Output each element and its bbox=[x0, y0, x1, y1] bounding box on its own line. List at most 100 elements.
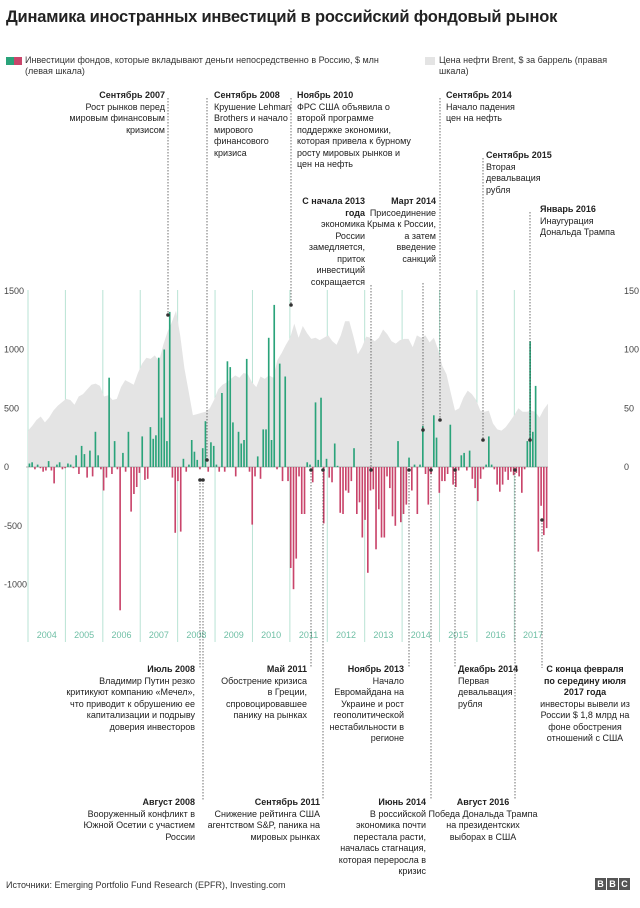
investment-bar bbox=[91, 467, 94, 477]
investment-bar bbox=[58, 462, 61, 467]
annotation-dot bbox=[205, 458, 209, 462]
annotation-dot bbox=[421, 428, 425, 432]
investment-bar bbox=[521, 467, 523, 493]
investment-bar bbox=[466, 467, 468, 471]
investment-bar bbox=[100, 467, 102, 470]
investment-bar bbox=[207, 467, 210, 472]
investment-bar bbox=[422, 425, 424, 467]
investment-bar bbox=[504, 467, 507, 472]
investment-bar bbox=[292, 467, 295, 590]
investment-bar bbox=[119, 467, 121, 611]
investment-bar bbox=[375, 467, 377, 550]
investment-bar bbox=[380, 467, 383, 538]
investment-bar bbox=[36, 464, 39, 467]
investment-bar bbox=[177, 467, 179, 482]
investment-bar bbox=[232, 422, 234, 467]
source-note: Источники: Emerging Portfolio Fund Resea… bbox=[6, 880, 286, 890]
investment-bar bbox=[113, 441, 116, 467]
annotation-dot bbox=[369, 468, 373, 472]
investment-bar bbox=[424, 467, 427, 474]
annotation-sep-2011: Сентябрь 2011 Снижение рейтинга США агент… bbox=[207, 797, 320, 842]
investment-bar bbox=[193, 451, 196, 467]
investment-bar bbox=[325, 458, 328, 467]
investment-bar bbox=[262, 429, 265, 467]
left-axis-tick: -500 bbox=[4, 521, 22, 531]
investment-bar bbox=[391, 467, 394, 517]
left-axis-tick: 1000 bbox=[4, 345, 24, 355]
oil-price-area bbox=[28, 310, 548, 467]
investment-bar bbox=[97, 455, 99, 468]
investment-bar bbox=[309, 464, 311, 467]
investment-bar bbox=[157, 357, 160, 467]
annotation-feb-jul-2017: С конца февраля по середину июля 2017 го… bbox=[540, 664, 630, 743]
investment-bar bbox=[210, 442, 212, 467]
investment-bar bbox=[259, 467, 262, 479]
annotation-dot bbox=[321, 468, 325, 472]
year-label: 2004 bbox=[37, 630, 57, 640]
investment-bar bbox=[50, 467, 53, 471]
investment-bar bbox=[446, 467, 449, 474]
investment-bar bbox=[510, 467, 512, 472]
investment-bar bbox=[427, 467, 430, 505]
annotation-dot bbox=[453, 468, 457, 472]
investment-bar bbox=[499, 467, 501, 492]
investment-bar bbox=[289, 467, 292, 568]
investment-bar bbox=[146, 467, 149, 479]
investment-bar bbox=[56, 464, 58, 467]
annotation-jan-2016: Январь 2016 Инаугурация Дональда Трампа bbox=[540, 204, 615, 237]
investment-bar bbox=[155, 435, 157, 467]
bbc-logo: B B C bbox=[595, 878, 630, 890]
investment-bar bbox=[102, 467, 105, 491]
investment-bar bbox=[444, 467, 446, 482]
investment-bar bbox=[455, 467, 457, 487]
investment-bar bbox=[166, 441, 168, 467]
annotation-dot bbox=[289, 303, 293, 307]
investment-bar bbox=[218, 467, 221, 472]
investment-bar bbox=[83, 454, 86, 467]
annotation-sep-2007: Сентябрь 2007 Рост рынков перед мировым ф… bbox=[69, 90, 165, 135]
annotation-dot bbox=[481, 438, 485, 442]
investment-bar bbox=[405, 467, 408, 505]
annotation-mar-2014: Март 2014 Присоединение Крыма к России, а… bbox=[366, 196, 436, 264]
investment-bar bbox=[367, 467, 369, 573]
year-label: 2005 bbox=[74, 630, 94, 640]
year-label: 2008 bbox=[186, 630, 206, 640]
annotation-dot bbox=[309, 468, 313, 472]
investment-bar bbox=[149, 427, 152, 467]
investment-bar bbox=[53, 467, 55, 484]
investment-bar bbox=[361, 467, 364, 538]
investment-bar bbox=[270, 440, 273, 467]
investment-bar bbox=[133, 467, 135, 494]
investment-bar bbox=[89, 450, 91, 467]
investment-bar bbox=[237, 431, 240, 468]
investment-bar bbox=[248, 467, 251, 472]
legend-bars-label: Инвестиции фондов, которые вкладывают де… bbox=[25, 55, 379, 76]
investment-bar bbox=[300, 467, 303, 514]
investment-bar bbox=[383, 467, 386, 538]
annotation-jul-2008: Июль 2008 Владимир Путин резко критикуют … bbox=[66, 664, 195, 732]
investment-bar bbox=[267, 337, 270, 468]
investment-bar bbox=[331, 467, 333, 483]
legend-swatch-positive bbox=[6, 57, 14, 65]
investment-bar bbox=[479, 467, 482, 479]
investment-bar bbox=[394, 467, 397, 526]
investment-bar bbox=[226, 361, 229, 468]
investment-bar bbox=[411, 467, 413, 491]
investment-bar bbox=[108, 377, 110, 467]
investment-bar bbox=[31, 462, 33, 467]
investment-bar bbox=[474, 467, 476, 489]
investment-bar bbox=[526, 441, 529, 467]
investment-bar bbox=[298, 467, 300, 477]
year-label: 2013 bbox=[373, 630, 393, 640]
right-axis-tick: 100 bbox=[624, 345, 639, 355]
investment-bar bbox=[488, 436, 490, 467]
investment-bar bbox=[168, 311, 171, 467]
annotation-dot bbox=[528, 438, 532, 442]
investment-bar bbox=[369, 467, 372, 491]
year-label: 2016 bbox=[486, 630, 506, 640]
investment-bar bbox=[196, 459, 199, 467]
investment-bar bbox=[273, 304, 276, 467]
annotation-aug-2008: Август 2008 Вооруженный конфликт в Южной … bbox=[83, 797, 195, 842]
annotation-sep-2014: Сентябрь 2014 Начало падения цен на нефть bbox=[446, 90, 515, 123]
